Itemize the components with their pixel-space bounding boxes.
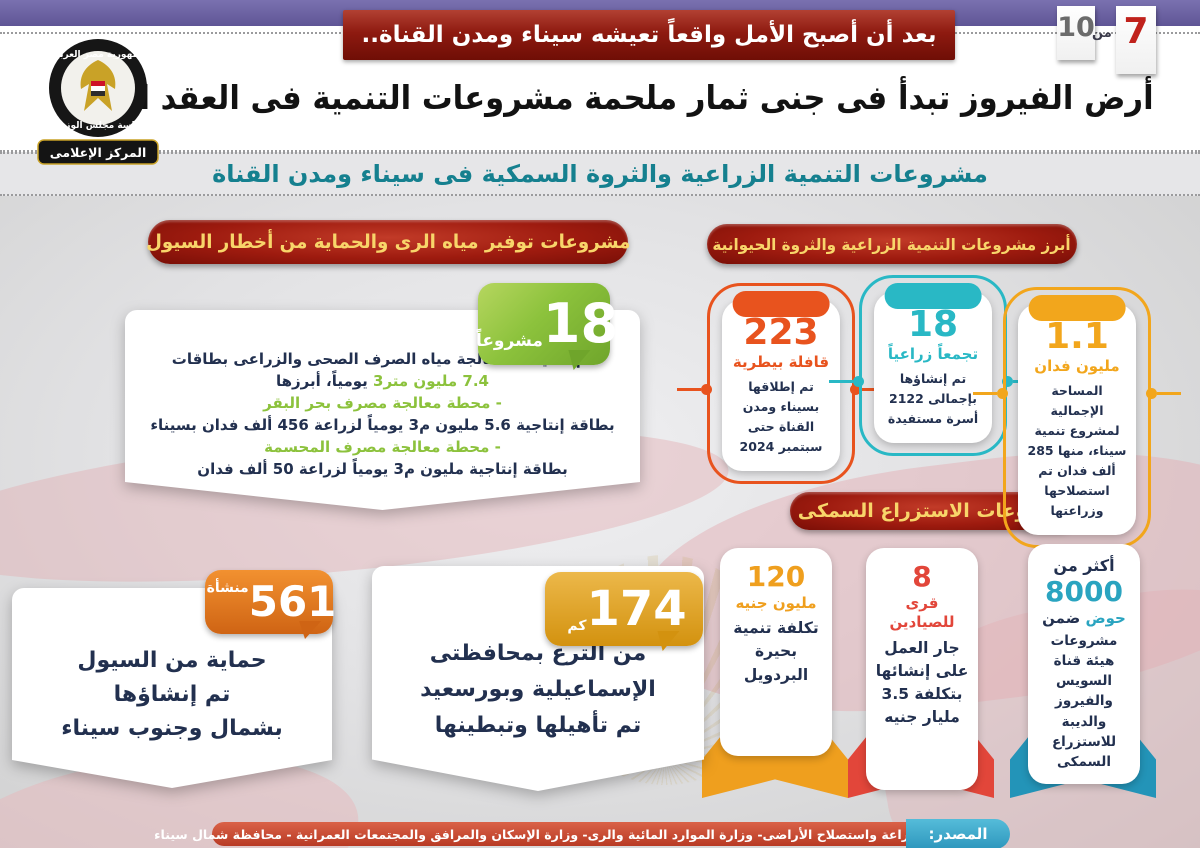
flood-line-3: بشمال وجنوب سيناء	[61, 716, 283, 741]
source-text: وزارة الزراعة واستصلاح الأراضى- وزارة ال…	[154, 826, 964, 842]
canal-line-3: تم تأهيلها وتبطينها	[434, 713, 642, 738]
stat-label: قافلة بيطرية	[732, 353, 830, 372]
stat-label: مليون جنيه	[735, 593, 817, 612]
stat-body: المساحة الإجمالية لمشروع تنمية سيناء، من…	[1027, 383, 1127, 519]
stat-body: تم إطلاقها بسيناء ومدن القناة حتى سبتمبر…	[739, 379, 823, 455]
stat-prefix: أكثر من	[1053, 556, 1115, 575]
source-label: المصدر:	[906, 819, 1010, 848]
water-line-5: - محطة معالجة مصرف المحسمة	[264, 438, 501, 456]
water-line-3: - محطة معالجة مصرف بحر البقر	[263, 394, 502, 412]
fish-basins-card: أكثر من 8000 حوض ضمن مشروعات هيئة قناة ا…	[1028, 544, 1140, 785]
stat-label: تجمعاً زراعياً	[887, 345, 979, 364]
stat-body: مشروعات هيئة قناة السويس والفيروز والديب…	[1050, 632, 1118, 771]
water-section-heading: مشروعات توفير مياه الرى والحماية من أخطا…	[146, 220, 630, 264]
eagle-emblem-icon	[80, 60, 116, 111]
cabinet-media-center-logo: جمهورية مصر العربية رئاسة مجلس الوزراء ا…	[28, 26, 168, 172]
dotted-divider	[0, 150, 1200, 152]
flood-line-1: حماية من السيول	[77, 648, 267, 673]
stat-label: قرى للصيادين	[889, 593, 955, 632]
stat-label: مليون فدان	[1034, 357, 1120, 376]
badge-value: 18	[542, 292, 619, 355]
logo-ring-bottom-text: رئاسة مجلس الوزراء	[52, 121, 143, 131]
card-cap	[884, 283, 982, 309]
page-current-tab: 7	[1116, 6, 1156, 74]
fishermen-villages-card: 8 قرى للصيادين جار العمل على إنشائها بتك…	[866, 548, 978, 790]
flood-structures-badge: 561 منشأة	[205, 570, 336, 634]
stat-body: جار العمل على إنشائها بتكلفة 3.5 مليار ج…	[875, 638, 969, 727]
stat-value: 18	[907, 304, 959, 345]
bardawil-lake-card: 120 مليون جنيه تكلفة تنمية بحيرة البردوي…	[720, 548, 832, 756]
canals-km-badge: 174 كم	[545, 572, 703, 646]
badge-unit: منشأة	[206, 580, 249, 596]
stat-value: 1.1	[1045, 316, 1109, 357]
card-cap	[1028, 295, 1126, 321]
source-text-bar: وزارة الزراعة واستصلاح الأراضى- وزارة ال…	[154, 822, 964, 846]
water-projects-count-badge: 18 مشروعاً	[475, 283, 618, 365]
stat-value: 8000	[1045, 575, 1123, 608]
water-line-2-navy: يومياً، أبرزها	[276, 372, 374, 390]
water-line-6: بطاقة إنتاجية مليون م3 يومياً لزراعة 50 …	[197, 460, 568, 478]
page-total-tab: 10	[1057, 6, 1095, 60]
badge-value: 174	[586, 581, 687, 637]
canal-line-2: الإسماعيلية وبورسعيد	[420, 677, 656, 702]
stat-body: تكلفة تنمية بحيرة البردويل	[733, 619, 819, 684]
stat-label-plain: ضمن	[1042, 608, 1086, 627]
badge-value: 561	[248, 577, 337, 626]
stat-value: 223	[743, 312, 819, 353]
page-title: أرض الفيروز تبدأ فى جنى ثمار ملحمة مشروع…	[62, 78, 1154, 117]
card-cap	[732, 291, 830, 317]
million-feddan-card: 1.1 مليون فدان المساحة الإجمالية لمشروع …	[973, 287, 1181, 549]
logo-banner-text: المركز الإعلامى	[50, 145, 147, 160]
vet-convoys-card: 223 قافلة بيطرية تم إطلاقها بسيناء ومدن …	[677, 283, 885, 485]
agri-section-heading: أبرز مشروعات التنمية الزراعية والثروة ال…	[707, 224, 1077, 264]
badge-unit: مشروعاً	[475, 331, 543, 351]
badge-unit: كم	[567, 618, 587, 634]
logo-ring-top-text: جمهورية مصر العربية	[51, 50, 145, 60]
ribbon-text: بعد أن أصبح الأمل واقعاً تعيشه سيناء ومد…	[361, 22, 937, 48]
header-ribbon: بعد أن أصبح الأمل واقعاً تعيشه سيناء ومد…	[343, 10, 955, 60]
water-line-4: بطاقة إنتاجية 5.6 مليون م3 يومياً لزراعة…	[150, 416, 615, 434]
water-line-2-green: 7.4 مليون متر3	[373, 372, 489, 390]
flood-line-2: تم إنشاؤها	[113, 682, 231, 707]
subtitle-text: مشروعات التنمية الزراعية والثروة السمكية…	[212, 160, 988, 188]
page-separator: من	[1092, 26, 1112, 41]
logo-banner	[37, 139, 159, 165]
stat-body: تم إنشاؤها بإجمالى 2122 أسرة مستفيدة	[887, 371, 979, 427]
stat-value: 8	[912, 560, 932, 593]
page-current: 7	[1123, 11, 1149, 52]
agri-communities-card: 18 تجمعاً زراعياً تم إنشاؤها بإجمالى 212…	[829, 275, 1037, 457]
stat-label-colored: حوض	[1085, 608, 1126, 627]
page-total: 10	[1057, 12, 1095, 43]
stat-value: 120	[746, 560, 806, 593]
subtitle-band: مشروعات التنمية الزراعية والثروة السمكية…	[0, 152, 1200, 196]
